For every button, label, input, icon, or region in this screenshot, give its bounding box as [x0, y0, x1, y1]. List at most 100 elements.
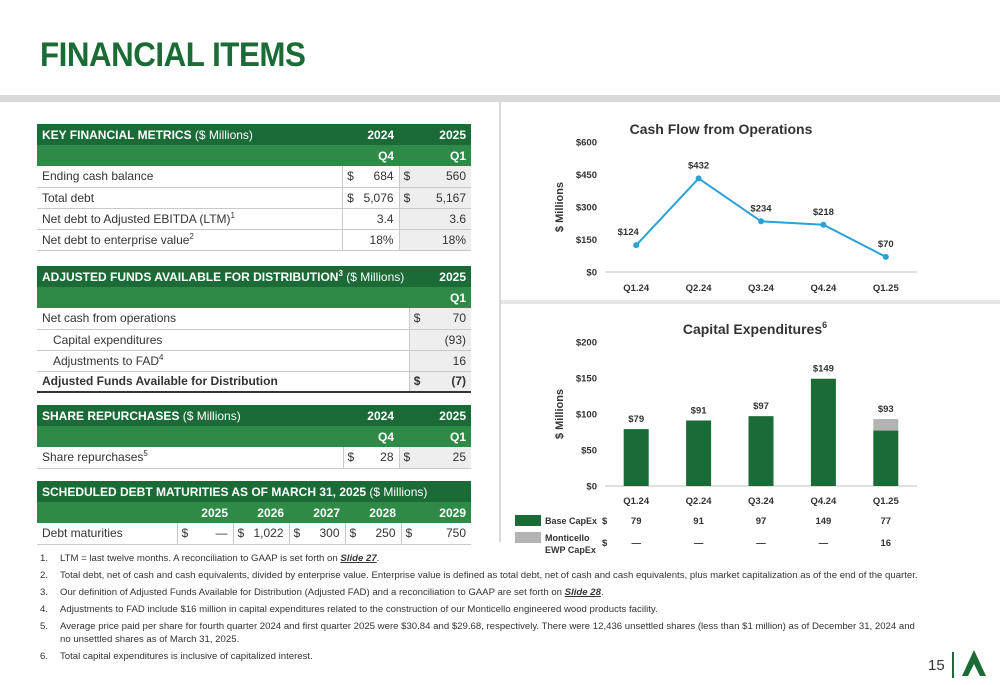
data-label: $149 — [813, 364, 834, 375]
data-label: $93 — [878, 404, 894, 415]
bar-base-capex — [686, 420, 712, 486]
data-point — [695, 175, 702, 182]
table-row: Capital expenditures (93) — [37, 329, 471, 351]
y-tick-label: $0 — [586, 268, 597, 279]
chart-divider — [501, 300, 1000, 304]
bar-monticello-ewp-capex — [873, 419, 899, 431]
y-axis-label: $ Millions — [554, 389, 566, 439]
x-tick-label: Q2.24 — [686, 283, 713, 294]
key-metrics-quarter-1: Q4 — [342, 145, 400, 166]
data-point — [633, 242, 640, 249]
fad-year: 2025 — [409, 266, 471, 287]
legend-label-base-capex: Base CapEx — [545, 516, 597, 526]
data-label: $218 — [813, 207, 834, 218]
table-row: Debt maturities $ — $ 1,022 $ 300 $ 250 … — [37, 523, 471, 545]
capex-bar-chart: Capital Expenditures6 $ Millions $0 $50 $100… — [515, 320, 917, 555]
fad-table: ADJUSTED FUNDS AVAILABLE FOR DISTRIBUTIO… — [37, 266, 471, 393]
key-metrics-header: KEY FINANCIAL METRICS ($ Millions) — [37, 124, 343, 145]
y-tick-label: $0 — [586, 482, 597, 493]
key-metrics-year-1: 2024 — [342, 124, 400, 145]
data-label: $70 — [878, 239, 894, 250]
footnote: 2. Total debt, net of cash and cash equiv… — [40, 570, 918, 581]
data-point — [758, 218, 764, 225]
x-tick-label: Q4.24 — [810, 496, 837, 507]
table-cell: 149 — [815, 516, 831, 527]
data-label: $79 — [628, 414, 644, 425]
table-cell: 77 — [881, 516, 892, 527]
footnote: 1. LTM = last twelve months. A reconcilia… — [40, 553, 380, 564]
table-row: Adjustments to FAD4 16 — [37, 350, 471, 372]
table-total-row: Adjusted Funds Available for Distributio… — [37, 370, 471, 393]
x-tick-label: Q2.24 — [686, 496, 713, 507]
table-cell: 16 — [881, 538, 892, 549]
table-cell: 97 — [756, 516, 767, 527]
data-point — [882, 253, 889, 260]
bar-base-capex — [748, 416, 774, 486]
table-row: Net cash from operations $ 70 — [37, 308, 471, 330]
table-row: Total debt $ 5,076 $ 5,167 — [37, 187, 471, 209]
data-point — [820, 221, 827, 228]
slide-28-link[interactable]: Slide 28 — [564, 587, 601, 598]
data-label: $97 — [753, 401, 769, 412]
vertical-divider — [499, 102, 501, 542]
x-tick-label: Q1.25 — [873, 496, 900, 507]
bar-base-capex — [810, 378, 836, 486]
table-cell: — — [631, 538, 641, 549]
series-line — [635, 177, 887, 258]
key-metrics-year-2: 2025 — [399, 124, 471, 145]
table-cell: — — [819, 538, 829, 549]
x-tick-label: Q1.24 — [623, 283, 650, 294]
table-cell: 91 — [693, 516, 704, 527]
chart-title: Cash Flow from Operations — [630, 121, 813, 137]
table-row: Net debt to Adjusted EBITDA (LTM)1 3.4 3… — [37, 208, 471, 230]
header-divider-band — [0, 95, 1000, 102]
footnote: 5. Average price paid per share for fourt… — [40, 621, 915, 645]
chart-title: Capital Expenditures6 — [683, 320, 827, 337]
fad-header: ADJUSTED FUNDS AVAILABLE FOR DISTRIBUTIO… — [37, 266, 410, 287]
y-tick-label: $450 — [576, 170, 597, 181]
debt-maturities-table: SCHEDULED DEBT MATURITIES AS OF MARCH 31… — [37, 481, 471, 545]
key-metrics-table: KEY FINANCIAL METRICS ($ Millions) 2024 … — [37, 124, 471, 251]
legend-label-monticello-capex: Monticello — [545, 533, 590, 543]
x-tick-label: Q1.25 — [873, 283, 900, 294]
y-tick-label: $150 — [576, 374, 597, 385]
key-metrics-quarter-2: Q1 — [399, 145, 471, 166]
data-label: $91 — [691, 405, 708, 416]
legend-swatch-monticello-capex — [515, 532, 541, 543]
legend-label-monticello-capex: EWP CapEx — [545, 545, 596, 555]
table-currency: $ — [602, 538, 608, 549]
page-number: 15 — [928, 657, 945, 674]
slide-27-link[interactable]: Slide 27 — [340, 553, 377, 564]
table-row: Ending cash balance $ 684 $ 560 — [37, 166, 471, 188]
data-label: $124 — [618, 227, 640, 238]
x-tick-label: Q1.24 — [623, 496, 650, 507]
x-tick-label: Q4.24 — [810, 283, 837, 294]
data-label: $234 — [750, 203, 772, 214]
y-tick-label: $600 — [576, 138, 597, 149]
cash-flow-line-chart: Cash Flow from Operations $ Millions $0 $15… — [554, 121, 917, 294]
legend-swatch-base-capex — [515, 515, 541, 526]
x-tick-label: Q3.24 — [748, 496, 775, 507]
table-cell: — — [694, 538, 704, 549]
table-row: Net debt to enterprise value2 18% 18% — [37, 229, 471, 251]
debt-maturities-header: SCHEDULED DEBT MATURITIES AS OF MARCH 31… — [37, 481, 471, 502]
y-axis-label: $ Millions — [554, 182, 566, 232]
bar-base-capex — [623, 429, 649, 486]
company-logo-icon — [952, 650, 986, 678]
table-cell: — — [756, 538, 766, 549]
footnote: 3. Our definition of Adjusted Funds Avail… — [40, 587, 604, 598]
footnote: 4. Adjustments to FAD include $16 million… — [40, 604, 658, 615]
table-currency: $ — [602, 516, 608, 527]
bar-base-capex — [873, 430, 899, 486]
y-tick-label: $300 — [576, 203, 597, 214]
page-title: FINANCIAL ITEMS — [40, 36, 306, 74]
table-cell: 79 — [631, 516, 642, 527]
y-tick-label: $100 — [576, 410, 597, 421]
table-row: Share repurchases5 $ 28 $ 25 — [37, 447, 471, 469]
y-tick-label: $150 — [576, 235, 597, 246]
share-repurchases-table: SHARE REPURCHASES ($ Millions) 2024 2025… — [37, 405, 471, 469]
y-tick-label: $50 — [581, 446, 597, 457]
footnotes: 1. LTM = last twelve months. A reconcilia… — [40, 552, 920, 667]
y-tick-label: $200 — [576, 338, 597, 349]
share-repurchases-header: SHARE REPURCHASES ($ Millions) — [37, 405, 343, 426]
